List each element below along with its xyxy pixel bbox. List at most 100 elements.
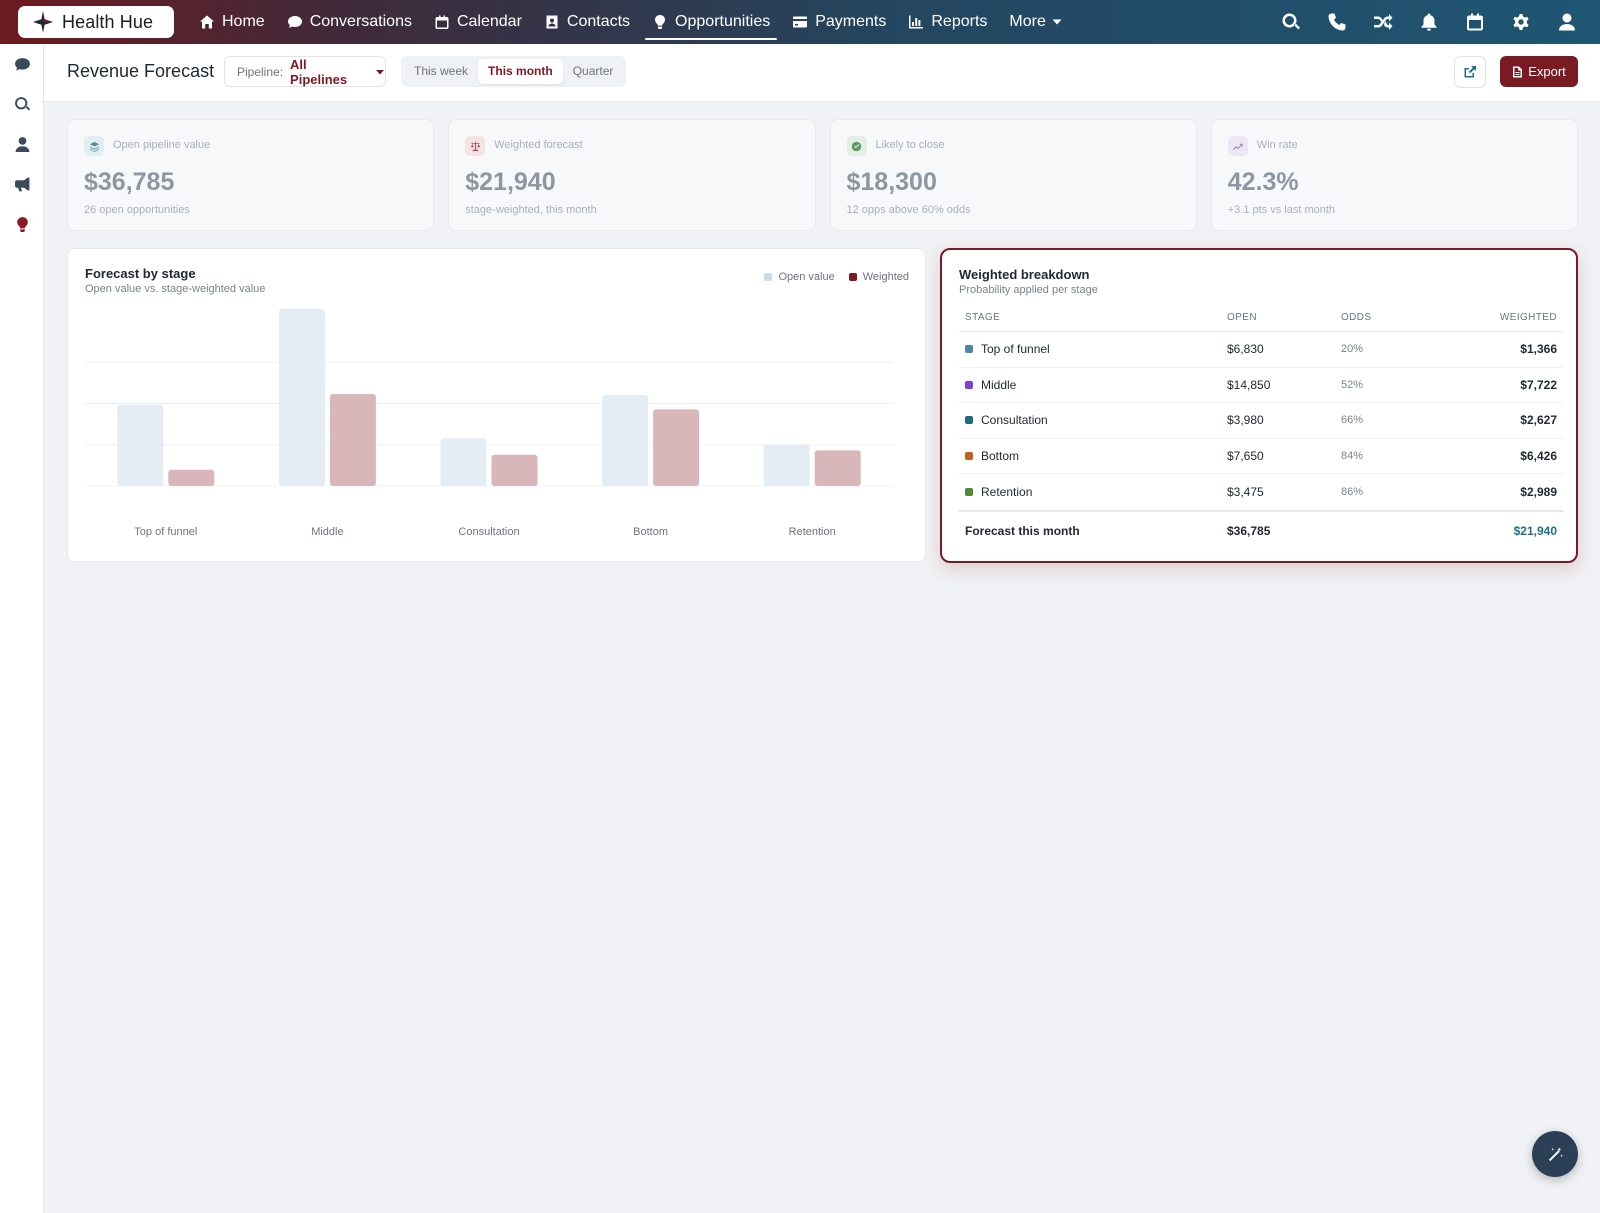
stage-color-dot	[965, 451, 973, 460]
chat-icon	[287, 16, 302, 28]
period-this-week[interactable]: This week	[414, 64, 469, 78]
odds-value: 84%	[1341, 449, 1364, 462]
nav-calendar[interactable]: Calendar	[423, 0, 533, 44]
check-circle-icon	[846, 136, 867, 156]
legend-swatch	[848, 273, 857, 281]
weighted-value: $6,426	[1520, 448, 1557, 463]
export-label: Export	[1528, 64, 1566, 79]
nav-home[interactable]: Home	[188, 0, 276, 44]
kpi-sub: stage-weighted, this month	[465, 204, 597, 216]
kpi-label: Likely to close	[875, 139, 945, 151]
app-logo[interactable]: Health Hue	[18, 6, 174, 38]
x-tick-label: Top of funnel	[134, 526, 197, 538]
kpi-likely-to-close: Likely to close $18,300 12 opps above 60…	[829, 119, 1197, 231]
home-icon	[200, 15, 214, 29]
table-row[interactable]: Retention $3,475 86% $2,989	[959, 474, 1563, 510]
shuffle-button[interactable]	[1360, 0, 1406, 44]
notifications-button[interactable]	[1406, 0, 1452, 44]
legend-weighted: Weighted	[848, 271, 909, 283]
open-value: $6,830	[1227, 342, 1264, 357]
kpi-value: 42.3%	[1227, 168, 1299, 196]
pipeline-value: All Pipelines	[290, 56, 348, 87]
open-value: $3,475	[1227, 484, 1264, 499]
nav-more-label: More	[1009, 13, 1046, 30]
table-row[interactable]: Bottom $7,650 84% $6,426	[959, 439, 1563, 474]
x-tick-label: Bottom	[633, 526, 668, 538]
kpi-sub: +3.1 pts vs last month	[1227, 204, 1336, 216]
ai-assist-button[interactable]	[1532, 1131, 1578, 1177]
chat-icon	[14, 57, 30, 71]
col-open: OPEN	[1227, 312, 1257, 323]
legend-open-value: Open value	[764, 271, 835, 283]
nav-payments[interactable]: Payments	[781, 0, 897, 44]
bar-weighted	[329, 393, 376, 486]
settings-button[interactable]	[1498, 0, 1544, 44]
legend-swatch	[764, 273, 773, 281]
nav-conversations[interactable]: Conversations	[276, 0, 423, 44]
external-link-icon	[1464, 66, 1476, 78]
calendar-button[interactable]	[1452, 0, 1498, 44]
legend-label: Weighted	[862, 271, 909, 283]
kpi-value: $18,300	[846, 168, 937, 196]
phone-icon	[1328, 13, 1346, 31]
open-external-button[interactable]	[1454, 56, 1486, 88]
stage-name: Middle	[981, 377, 1017, 392]
calendar-icon	[435, 15, 449, 29]
nav-conversations-label: Conversations	[309, 13, 412, 30]
nav-opportunities[interactable]: Opportunities	[641, 0, 781, 44]
stage-color-dot	[965, 487, 973, 496]
breakdown-subtitle: Probability applied per stage	[959, 284, 1098, 296]
health-hue-logo-icon	[33, 11, 53, 33]
stage-name: Bottom	[981, 448, 1020, 463]
bar-weighted	[653, 409, 700, 486]
nav-calendar-label: Calendar	[456, 13, 522, 30]
table-header: STAGE OPEN ODDS WEIGHTED	[959, 304, 1563, 332]
pipeline-select[interactable]: Pipeline: All Pipelines	[224, 56, 386, 87]
footer-label: Forecast this month	[965, 523, 1080, 538]
nav-reports[interactable]: Reports	[897, 0, 998, 44]
scale-icon	[465, 136, 486, 156]
page-title: Revenue Forecast	[67, 61, 215, 81]
rail-chat[interactable]	[0, 44, 44, 84]
layers-icon	[84, 136, 104, 156]
profile-button[interactable]	[1544, 0, 1590, 44]
nav-contacts[interactable]: Contacts	[533, 0, 641, 44]
phone-button[interactable]	[1314, 0, 1360, 44]
page-header: Revenue Forecast Pipeline: All Pipelines…	[44, 44, 1600, 102]
weighted-value: $2,627	[1520, 413, 1557, 428]
nav-payments-label: Payments	[815, 13, 887, 30]
pipeline-label: Pipeline:	[237, 64, 284, 79]
kpi-value: $36,785	[84, 168, 175, 196]
table-row[interactable]: Top of funnel $6,830 20% $1,366	[959, 332, 1563, 368]
nav-reports-label: Reports	[931, 13, 988, 30]
period-quarter[interactable]: Quarter	[572, 64, 614, 78]
kpi-sub: 26 open opportunities	[84, 204, 190, 216]
export-button[interactable]: Export	[1500, 56, 1578, 87]
bar-weighted	[168, 469, 215, 486]
search-button[interactable]	[1268, 0, 1314, 44]
left-rail	[0, 44, 44, 1213]
table-row[interactable]: Middle $14,850 52% $7,722	[959, 368, 1563, 403]
stage-name: Top of funnel	[981, 342, 1050, 357]
stage-name: Consultation	[981, 413, 1048, 428]
rail-search[interactable]	[0, 84, 44, 124]
forecast-by-stage-card: Top of funnel Middle Consultation Bottom Ret…	[67, 248, 926, 562]
kpi-row: Open pipeline value $36,785 26 open oppo…	[67, 119, 1578, 231]
chevron-down-icon	[1052, 19, 1062, 25]
rail-contacts[interactable]	[0, 124, 44, 164]
x-tick-label: Middle	[311, 526, 343, 538]
legend-label: Open value	[778, 271, 835, 283]
weighted-value: $1,366	[1520, 342, 1557, 357]
trend-up-icon	[1227, 136, 1248, 156]
x-tick-label: Retention	[789, 526, 836, 538]
rail-marketing[interactable]	[0, 164, 44, 204]
nav-more[interactable]: More	[998, 0, 1072, 44]
table-row[interactable]: Consultation $3,980 66% $2,627	[959, 403, 1563, 439]
col-weighted: WEIGHTED	[1499, 312, 1557, 323]
rail-opportunities[interactable]	[0, 204, 44, 244]
footer-open-total: $36,785	[1227, 523, 1271, 538]
period-this-month[interactable]: This month	[478, 59, 563, 84]
open-value: $3,980	[1227, 413, 1264, 428]
chart-legend: Open value Weighted	[750, 271, 909, 283]
gear-icon	[1513, 14, 1529, 30]
